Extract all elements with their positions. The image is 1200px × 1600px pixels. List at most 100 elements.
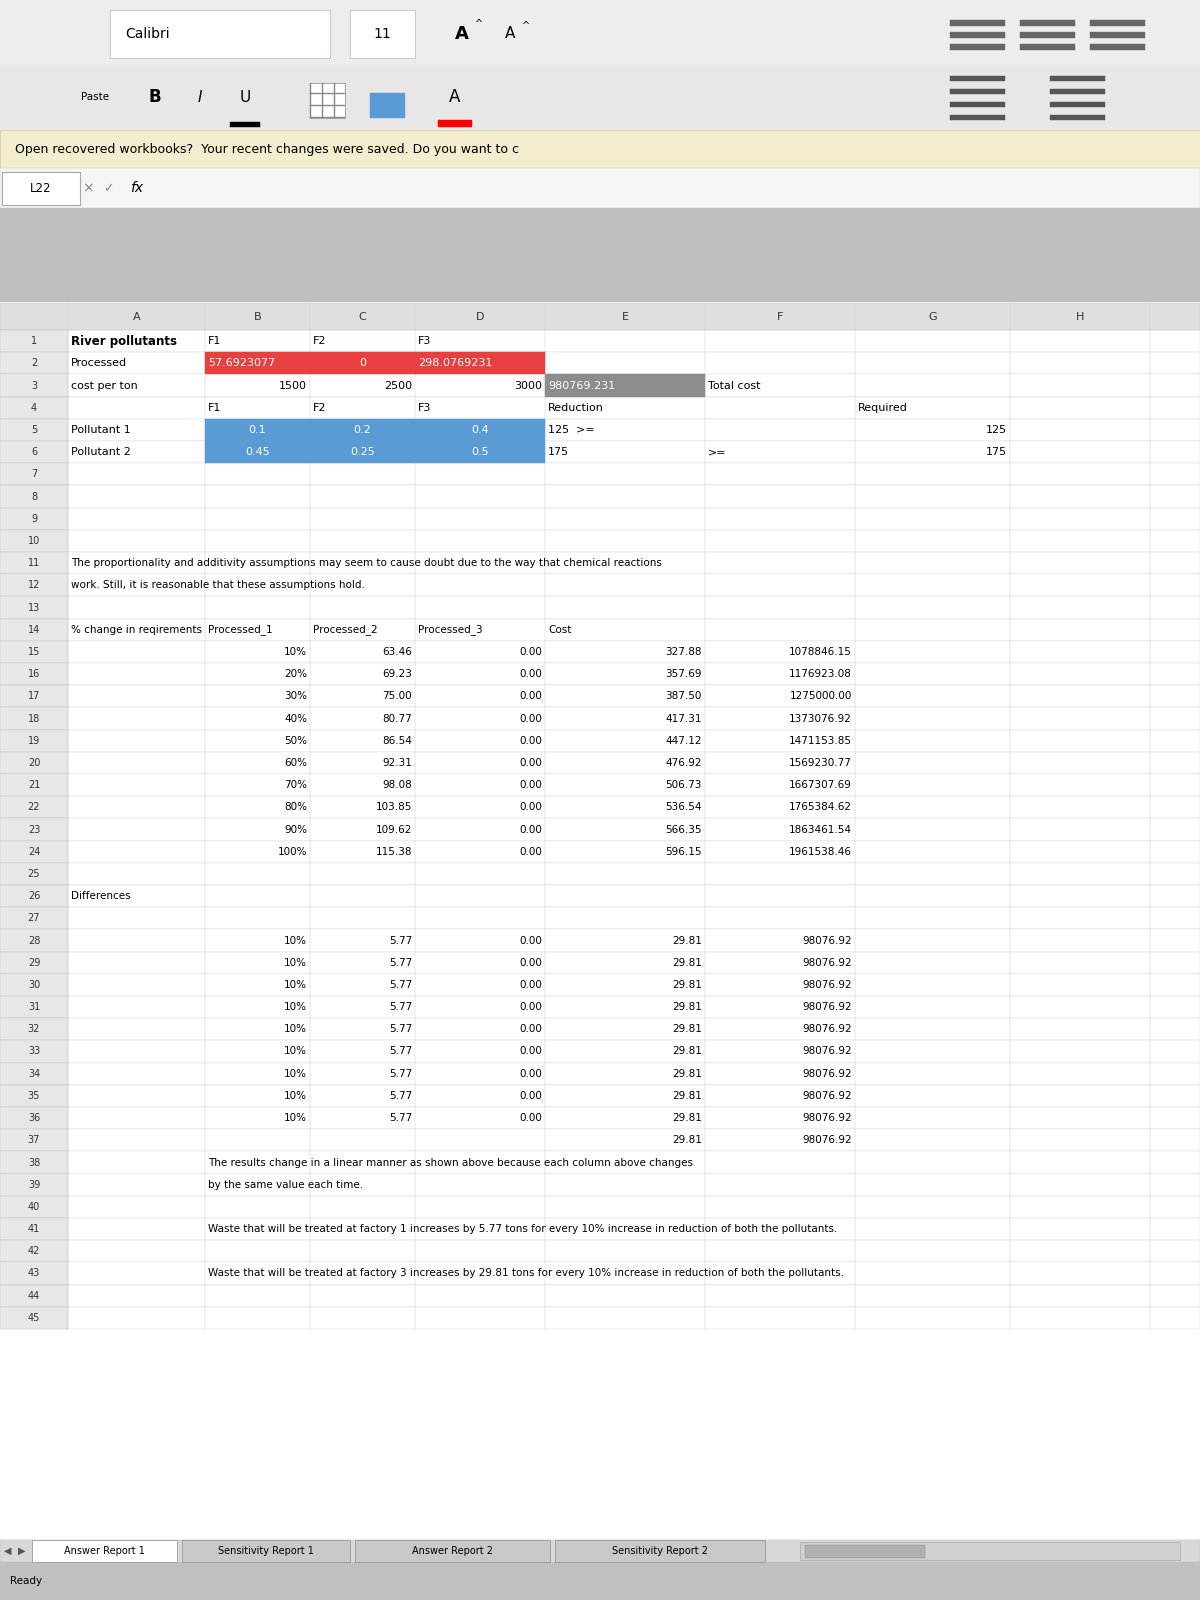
Bar: [438, 120, 472, 126]
Text: 10: 10: [28, 536, 40, 546]
Bar: [0, 885, 68, 907]
Bar: [0, 707, 68, 730]
Text: % change in reqirements: % change in reqirements: [71, 624, 202, 635]
Text: 1: 1: [31, 336, 37, 346]
Bar: [0, 662, 1200, 685]
Bar: [310, 419, 415, 442]
Text: 175: 175: [986, 446, 1007, 458]
Text: 37: 37: [28, 1136, 40, 1146]
Text: 0.00: 0.00: [520, 1069, 542, 1078]
Text: A: A: [133, 312, 140, 322]
Text: 5.77: 5.77: [389, 979, 412, 990]
Bar: [0, 1240, 1200, 1262]
Text: 29.81: 29.81: [672, 1069, 702, 1078]
Bar: [0, 442, 68, 464]
Bar: [0, 419, 1200, 442]
Text: B: B: [253, 312, 262, 322]
Text: 10%: 10%: [284, 1024, 307, 1034]
Text: 34: 34: [28, 1069, 40, 1078]
Bar: [1050, 101, 1105, 107]
Text: fx: fx: [130, 181, 143, 195]
Text: 11: 11: [28, 558, 40, 568]
Bar: [950, 43, 1006, 50]
Text: 10%: 10%: [284, 979, 307, 990]
Bar: [0, 797, 68, 818]
Text: 98076.92: 98076.92: [803, 958, 852, 968]
Bar: [415, 442, 545, 464]
Bar: [0, 1062, 68, 1085]
Bar: [0, 752, 1200, 774]
Bar: [805, 1544, 925, 1557]
Text: 536.54: 536.54: [666, 802, 702, 813]
Bar: [950, 101, 1006, 107]
Text: 9: 9: [31, 514, 37, 523]
Bar: [0, 1107, 1200, 1130]
Text: 57.6923077: 57.6923077: [208, 358, 275, 368]
Text: Reduction: Reduction: [548, 403, 604, 413]
Text: 11: 11: [373, 27, 391, 42]
Text: 1176923.08: 1176923.08: [790, 669, 852, 678]
Bar: [205, 442, 310, 464]
Bar: [0, 952, 1200, 974]
Text: 86.54: 86.54: [382, 736, 412, 746]
Bar: [0, 974, 68, 995]
Text: 98076.92: 98076.92: [803, 1024, 852, 1034]
Text: 2500: 2500: [384, 381, 412, 390]
Text: 0.00: 0.00: [520, 1046, 542, 1056]
Text: Answer Report 2: Answer Report 2: [412, 1546, 493, 1555]
Text: >=: >=: [708, 446, 727, 458]
Bar: [0, 1062, 1200, 1085]
Text: 476.92: 476.92: [666, 758, 702, 768]
Text: 98076.92: 98076.92: [803, 936, 852, 946]
Text: 0.4: 0.4: [472, 426, 488, 435]
Text: 0.00: 0.00: [520, 958, 542, 968]
Text: C: C: [359, 312, 366, 322]
Text: 5: 5: [31, 426, 37, 435]
Text: 32: 32: [28, 1024, 40, 1034]
Text: 29.81: 29.81: [672, 958, 702, 968]
Text: 103.85: 103.85: [376, 802, 412, 813]
Text: 22: 22: [28, 802, 41, 813]
Bar: [800, 1542, 1180, 1560]
Bar: [0, 1130, 1200, 1152]
Text: 596.15: 596.15: [666, 846, 702, 856]
Text: 33: 33: [28, 1046, 40, 1056]
Bar: [0, 819, 1200, 840]
Text: The results change in a linear manner as shown above because each column above c: The results change in a linear manner as…: [208, 1157, 694, 1168]
Bar: [0, 485, 1200, 507]
Bar: [950, 32, 1006, 38]
Bar: [0, 374, 68, 397]
Bar: [0, 840, 68, 862]
Bar: [0, 685, 1200, 707]
Bar: [0, 995, 68, 1018]
Text: 10%: 10%: [284, 1069, 307, 1078]
Text: H: H: [1076, 312, 1084, 322]
Bar: [0, 797, 1200, 818]
Bar: [0, 1285, 1200, 1307]
Text: 0.00: 0.00: [520, 646, 542, 658]
Bar: [0, 0, 1200, 66]
Text: 29.81: 29.81: [672, 1024, 702, 1034]
Bar: [0, 819, 68, 840]
Text: 21: 21: [28, 781, 40, 790]
Text: 125: 125: [986, 426, 1007, 435]
Bar: [0, 352, 68, 374]
Bar: [0, 930, 1200, 952]
Text: 0.00: 0.00: [520, 846, 542, 856]
Text: 1667307.69: 1667307.69: [790, 781, 852, 790]
Bar: [0, 1285, 68, 1307]
Text: 27: 27: [28, 914, 41, 923]
Bar: [0, 862, 1200, 885]
Text: 40: 40: [28, 1202, 40, 1211]
Text: 25: 25: [28, 869, 41, 878]
Text: 20: 20: [28, 758, 40, 768]
Bar: [1050, 115, 1105, 120]
Bar: [0, 907, 1200, 930]
Text: 5.77: 5.77: [389, 1114, 412, 1123]
Text: 98076.92: 98076.92: [803, 1046, 852, 1056]
Bar: [0, 374, 1200, 397]
Text: ▶: ▶: [18, 1546, 25, 1555]
Text: 24: 24: [28, 846, 40, 856]
Text: 0.00: 0.00: [520, 1114, 542, 1123]
Bar: [1090, 43, 1145, 50]
